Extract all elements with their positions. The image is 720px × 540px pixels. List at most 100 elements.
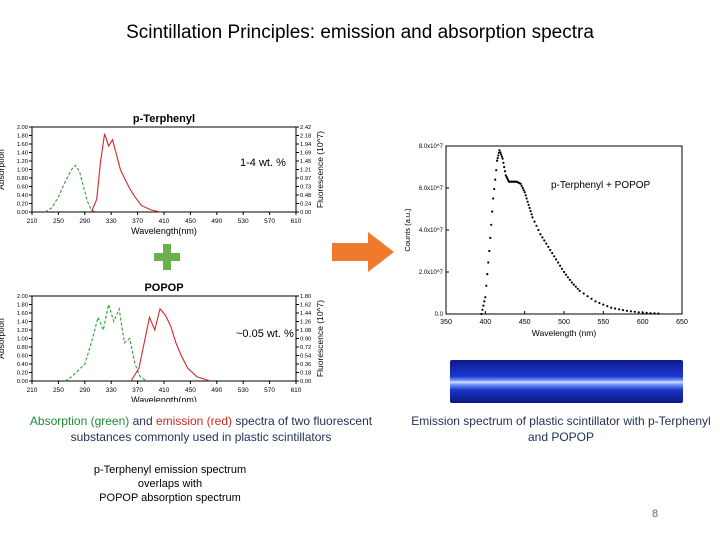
data-point — [566, 276, 569, 279]
y-tick-label: 1.80 — [17, 134, 28, 140]
data-point — [503, 170, 507, 173]
data-point — [483, 300, 486, 303]
data-point — [551, 252, 554, 255]
data-point — [523, 191, 526, 194]
data-point — [519, 182, 522, 185]
data-point — [496, 157, 499, 160]
x-tick-label: 450 — [185, 387, 196, 394]
x-tick-label: 650 — [676, 319, 688, 326]
data-point — [625, 309, 628, 312]
popop-concentration-label: ~0.05 wt. % — [236, 328, 294, 340]
y-tick-label: 1.20 — [17, 328, 28, 334]
y2-tick-label: 1.21 — [300, 168, 311, 174]
data-point — [529, 210, 532, 213]
data-point — [480, 312, 483, 316]
y2-tick-label: 1.26 — [300, 320, 311, 326]
y-tick-label: 1.00 — [17, 337, 28, 343]
y-tick-label: 0.0 — [435, 312, 444, 318]
caption-rest: spectra of two fluorescent substances co… — [70, 414, 373, 444]
overlap-note: p-Terphenyl emission spectrum overlaps w… — [60, 463, 280, 505]
x-axis-label: Wavelength(nm) — [131, 395, 197, 402]
combined-emission-chart: 350 400 450 500 550 600 650 0.0 2.0x10^7 4.0x10^7… — [403, 144, 688, 338]
y2-tick-label: 0.54 — [300, 354, 312, 360]
y-axis-label: Absorption — [0, 318, 6, 359]
y2-tick-label: 1.94 — [300, 142, 312, 148]
data-point — [598, 301, 601, 305]
data-point — [586, 295, 589, 298]
data-point — [641, 311, 644, 314]
data-point — [503, 165, 506, 169]
data-point — [621, 309, 625, 312]
data-point — [549, 248, 552, 252]
x-tick-label: 250 — [53, 218, 64, 225]
pterphenyl-concentration-label: 1-4 wt. % — [240, 157, 286, 169]
data-point — [562, 270, 566, 274]
data-point — [606, 305, 609, 308]
data-point — [576, 287, 579, 290]
plastic-scintillator-photo — [450, 360, 683, 403]
data-point — [493, 187, 496, 191]
x-tick-label: 450 — [185, 218, 196, 225]
y2-tick-label: 0.36 — [300, 362, 311, 368]
p-terphenyl-spectrum-chart: p-Terphenyl 210 250 290 330 370 410 450 490 530 57… — [0, 113, 325, 236]
x-tick-label: 210 — [27, 218, 38, 225]
y-tick-label: 0.40 — [17, 362, 28, 368]
note-line-2: overlaps with — [137, 478, 203, 490]
x-tick-label: 600 — [637, 319, 649, 326]
data-point — [541, 236, 544, 239]
x-tick-label: 490 — [211, 387, 222, 394]
y-tick-label: 2.00 — [17, 125, 28, 131]
data-point — [629, 310, 632, 313]
x-tick-label: 400 — [479, 319, 491, 326]
x-axis-label: Wavelength(nm) — [131, 226, 197, 236]
data-point — [653, 312, 656, 315]
absorption-curve — [44, 164, 96, 213]
y2-tick-label: 1.62 — [300, 303, 311, 309]
x-tick-label: 610 — [291, 218, 302, 225]
x-tick-label: 450 — [519, 319, 531, 326]
data-point — [559, 264, 562, 267]
y-axis-label: Counts (a.u.) — [403, 208, 412, 252]
x-tick-label: 530 — [238, 218, 249, 225]
data-point — [490, 223, 493, 226]
data-point — [560, 267, 564, 270]
data-point — [524, 194, 527, 197]
data-point — [482, 304, 485, 307]
data-point — [574, 285, 577, 288]
combined-spectrum-label: p-Terphenyl + POPOP — [551, 180, 651, 191]
data-point — [572, 283, 575, 286]
y2-tick-label: 1.69 — [300, 151, 311, 157]
data-point — [645, 311, 648, 314]
y2-tick-label: 0.97 — [300, 176, 311, 182]
y2-tick-label: 0.24 — [300, 202, 312, 208]
data-point — [481, 308, 484, 311]
y2-tick-label: 1.80 — [300, 294, 311, 300]
emission-curve — [130, 307, 211, 382]
data-point — [495, 169, 498, 172]
data-point — [531, 216, 534, 219]
x-tick-label: 410 — [159, 387, 170, 394]
y2-axis-label: Fluorescence (10^7) — [315, 300, 325, 377]
y-tick-label: 1.60 — [17, 311, 28, 317]
slide-title: Scintillation Principles: emission and a… — [126, 22, 594, 43]
y-tick-label: 2.00 — [17, 294, 28, 300]
data-point — [500, 155, 503, 158]
caption-emission-red: emission (red) — [155, 414, 233, 428]
data-point — [594, 300, 597, 303]
absorption-curve — [64, 304, 148, 382]
data-point — [486, 273, 489, 276]
y-tick-label: 0.60 — [17, 354, 28, 360]
y-tick-label: 0.00 — [17, 210, 28, 216]
y2-tick-label: 0.90 — [300, 337, 311, 343]
data-point — [484, 296, 487, 299]
y2-axis-label: Fluorescence (10^7) — [315, 131, 325, 208]
data-point — [614, 307, 617, 310]
x-tick-label: 290 — [79, 387, 90, 394]
y2-tick-label: 0.72 — [300, 345, 311, 351]
y-tick-label: 0.80 — [17, 176, 28, 182]
y-axis-label: Absorption — [0, 149, 6, 190]
x-tick-label: 490 — [211, 218, 222, 225]
data-point — [535, 224, 538, 227]
x-tick-label: 610 — [291, 387, 302, 394]
y-tick-label: 0.80 — [17, 345, 28, 351]
